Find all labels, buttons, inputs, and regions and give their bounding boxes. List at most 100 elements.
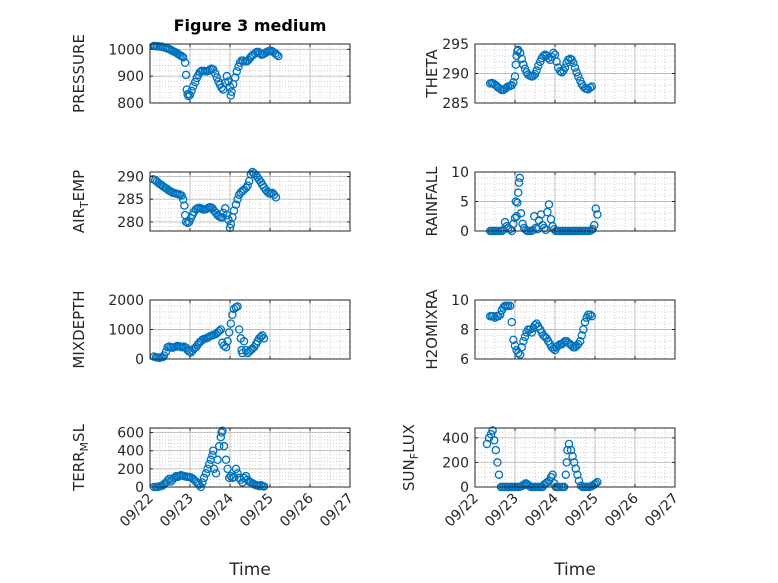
panel-terr-msl-ytick-label: 200 [117, 462, 144, 478]
panel-pressure-data-point [212, 73, 222, 82]
panel-pressure-data-point [178, 53, 188, 62]
panel-air-temp-data-point [178, 194, 188, 204]
panel-terr-msl-data-point [214, 441, 224, 451]
panel-sun-flux-ytick-label: 0 [460, 480, 469, 496]
panel-pressure-data-point [187, 86, 196, 96]
panel-mixdepth-ytick-label: 2000 [108, 293, 144, 309]
panel-air-temp-data-point [231, 200, 241, 209]
panel-h2omixra: 6 8 10 H2OMIXRA [423, 289, 676, 370]
panel-terr-msl-data-point [218, 426, 227, 435]
panel-h2omixra-data-point [493, 311, 503, 321]
panel-h2omixra-ylabel: H2OMIXRA [423, 289, 441, 370]
panel-rainfall-data-point [593, 210, 602, 219]
panel-pressure-data-point [190, 77, 200, 87]
panel-pressure-data-point [230, 73, 240, 82]
panel-terr-msl-data-point [201, 469, 211, 478]
panel-theta-data-point [517, 54, 527, 64]
panel-sun-flux-data-point [561, 470, 571, 479]
panel-h2omixra-data-point [527, 328, 537, 337]
panel-sun-flux-data-point [573, 470, 582, 479]
panel-h2omixra-data-point [587, 311, 597, 321]
panel-rainfall-data-point [513, 198, 522, 207]
panel-pressure-data-point [185, 90, 195, 100]
panel-sun-flux-xtick-label: 09/27 [642, 491, 682, 531]
panel-rainfall-ylabel: RAINFALL [423, 166, 441, 237]
panel-pressure-ytick-label: 900 [117, 69, 144, 85]
panel-rainfall-data-point [543, 207, 552, 217]
panel-rainfall-data-point [509, 219, 518, 229]
panel-mixdepth-ytick-label: 1000 [108, 323, 144, 339]
panel-terr-msl-series [149, 426, 269, 492]
panel-sun-flux-data-point [566, 445, 576, 455]
panel-air-temp-data-point [233, 194, 242, 204]
panel-pressure-axes-frame [149, 43, 351, 104]
panel-sun-flux-data-point [563, 445, 572, 455]
panel-sun-flux-data-point [489, 436, 499, 445]
panel-terr-msl-data-point [213, 455, 222, 465]
panel-theta-ylabel: THETA [423, 49, 441, 99]
panel-terr-msl-xtick-label: 09/26 [277, 490, 317, 530]
panel-theta-data-point [549, 48, 558, 58]
panel-sun-flux-data-point [568, 452, 577, 461]
panel-air-temp-ylabel: AIRTEMP [70, 170, 91, 233]
panel-mixdepth-ytick-label: 0 [135, 352, 144, 368]
panel-rainfall-data-point [515, 173, 525, 183]
panel-mixdepth-data-point [221, 342, 231, 352]
panel-sun-flux-ylabel: SUNFLUX [400, 424, 421, 491]
panel-terr-msl-xtick-label: 09/27 [317, 491, 357, 531]
panel-theta-data-point [560, 63, 570, 72]
panel-terr-msl-data-point [204, 460, 214, 469]
panel-h2omixra-data-point [519, 337, 528, 346]
panel-pressure-ytick-label: 1000 [108, 42, 144, 58]
panel-terr-msl-data-point [211, 469, 221, 478]
panel-terr-msl-ylabel: TERRMSL [70, 423, 91, 492]
panel-sun-flux-xlabel: Time [553, 560, 596, 580]
panel-theta-data-point [587, 82, 597, 91]
panel-h2omixra-data-point [520, 332, 530, 342]
panel-theta-series [485, 45, 597, 95]
panel-theta-data-point [539, 51, 548, 61]
panel-theta-ytick-label: 295 [442, 37, 469, 53]
panel-pressure-data-point [181, 70, 191, 80]
panel-theta-data-point [543, 53, 553, 63]
panel-mixdepth-data-point [216, 325, 226, 334]
panel-pressure-data-point [226, 91, 236, 100]
panel-pressure-data-point [274, 51, 283, 61]
panel-sun-flux-data-point [569, 458, 579, 467]
panel-terr-msl-data-point [199, 473, 209, 483]
panel-h2omixra-ytick-label: 8 [460, 323, 469, 339]
panel-pressure-data-point [208, 65, 218, 74]
panel-sun-flux-data-point [571, 464, 581, 473]
panel-h2omixra-data-point [580, 317, 590, 327]
panel-sun-flux-data-point [491, 445, 501, 455]
panel-rainfall-data-point [544, 200, 554, 209]
panel-rainfall-data-point [510, 213, 520, 223]
panel-h2omixra-ytick-label: 10 [451, 293, 469, 309]
panel-rainfall-ytick-label: 10 [451, 165, 469, 181]
panel-h2omixra-data-point [577, 331, 587, 340]
panel-rainfall: 0 5 10 RAINFALL [423, 165, 676, 240]
panel-terr-msl-data-point [231, 464, 241, 474]
panel-theta-data-point [519, 60, 528, 69]
panel-sun-flux-xtick-label: 09/22 [442, 491, 482, 531]
panel-h2omixra-data-point [507, 317, 517, 327]
panel-mixdepth-data-point [214, 326, 224, 336]
panel-sun-flux-data-point [574, 476, 584, 486]
panel-terr-msl-data-point [219, 441, 229, 451]
panel-pressure-data-point [210, 69, 220, 78]
panel-theta-ytick-label: 285 [442, 96, 469, 112]
panel-terr-msl: 0 200 400 600 09/22 09/23 09/24 09/25 09/26 09/27… [70, 423, 357, 580]
panel-h2omixra-data-point [585, 310, 595, 319]
panel-mixdepth-series [149, 302, 269, 363]
panel-mixdepth-data-point [226, 319, 236, 328]
panel-h2omixra-data-point [509, 335, 518, 345]
panel-air-temp-data-point [243, 181, 252, 190]
panel-rainfall-data-point [539, 223, 549, 233]
panel-sun-flux: 0 200 400 09/22 09/23 09/24 09/25 09/26 09/27 Tim… [400, 424, 682, 580]
panel-theta-data-point [515, 48, 525, 58]
panel-pressure-data-point [272, 50, 282, 59]
panel-rainfall-ytick-label: 0 [460, 224, 469, 240]
panel-air-temp-data-point [241, 183, 251, 193]
